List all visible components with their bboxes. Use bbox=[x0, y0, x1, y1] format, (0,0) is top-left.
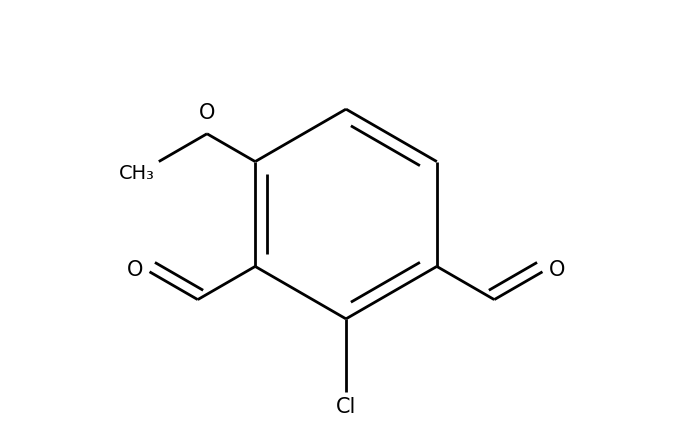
Text: O: O bbox=[199, 103, 215, 123]
Text: O: O bbox=[549, 260, 565, 279]
Text: Cl: Cl bbox=[336, 397, 356, 417]
Text: CH₃: CH₃ bbox=[118, 164, 154, 183]
Text: O: O bbox=[127, 260, 143, 279]
